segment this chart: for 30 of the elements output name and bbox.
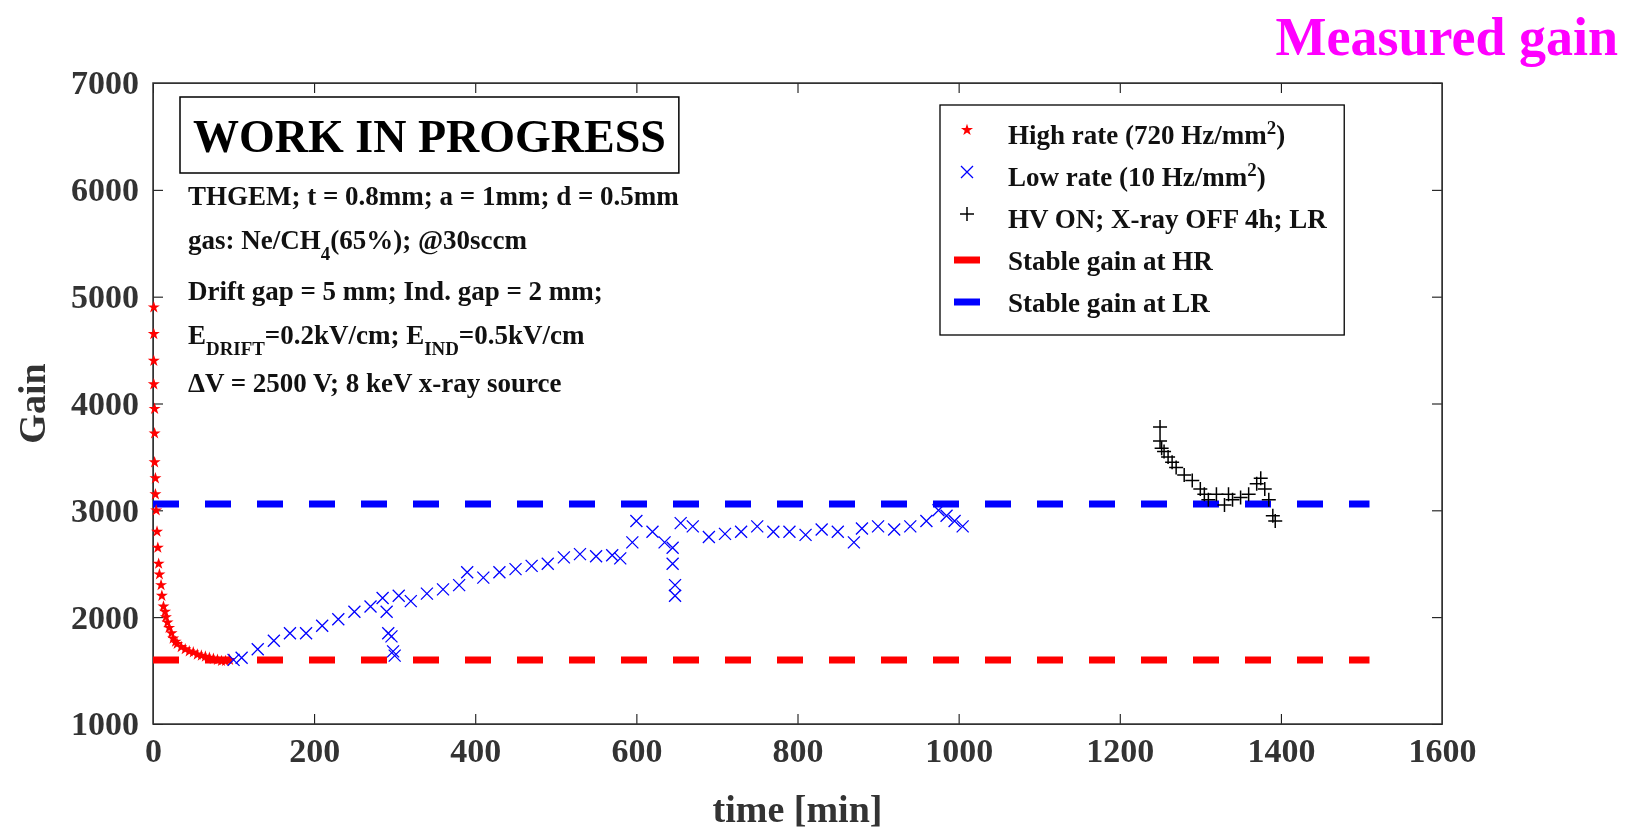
x-tick-label: 800 xyxy=(772,732,824,770)
y-axis-title: Gain xyxy=(11,363,53,444)
annotation: WORK IN PROGRESS xyxy=(193,111,666,162)
x-tick-label: 0 xyxy=(145,732,162,770)
annotation: gas: Ne/CH$_{4}$(65%); @30sccm xyxy=(188,225,528,264)
annotation: E$_{DRIFT}$=0.2kV/cm; E$_{IND}$=0.5kV/cm xyxy=(188,320,585,359)
legend-label: Stable gain at LR xyxy=(1008,288,1211,318)
x-tick-label: 1200 xyxy=(1086,732,1155,770)
y-tick-label: 5000 xyxy=(71,278,139,316)
x-tick-label: 1600 xyxy=(1408,732,1477,770)
y-tick-label: 2000 xyxy=(71,598,139,636)
legend-label: Low rate (10 Hz/mm$^{2}$) xyxy=(1008,158,1266,192)
chart-title: Measured gain xyxy=(1275,7,1618,67)
annotation: THGEM; t = 0.8mm; a = 1mm; d = 0.5mm xyxy=(188,181,680,211)
y-tick-label: 4000 xyxy=(71,384,139,422)
annotation: ΔV = 2500 V; 8 keV x-ray source xyxy=(188,368,562,398)
y-tick-label: 1000 xyxy=(71,705,139,743)
x-tick-label: 200 xyxy=(289,732,341,770)
legend-label: High rate (720 Hz/mm$^{2}$) xyxy=(1008,116,1286,150)
x-tick-label: 400 xyxy=(450,732,502,770)
x-tick-label: 1000 xyxy=(925,732,994,770)
annotation: Drift gap = 5 mm; Ind. gap = 2 mm; xyxy=(188,276,603,306)
x-axis-title: time [min] xyxy=(712,788,883,830)
y-tick-label: 3000 xyxy=(71,491,139,529)
legend-label: HV ON; X-ray OFF 4h; LR xyxy=(1008,204,1328,234)
y-tick-label: 6000 xyxy=(71,171,139,209)
x-tick-label: 1400 xyxy=(1247,732,1316,770)
legend-label: Stable gain at HR xyxy=(1008,246,1214,276)
y-tick-label: 7000 xyxy=(71,64,139,102)
x-tick-label: 600 xyxy=(611,732,663,770)
